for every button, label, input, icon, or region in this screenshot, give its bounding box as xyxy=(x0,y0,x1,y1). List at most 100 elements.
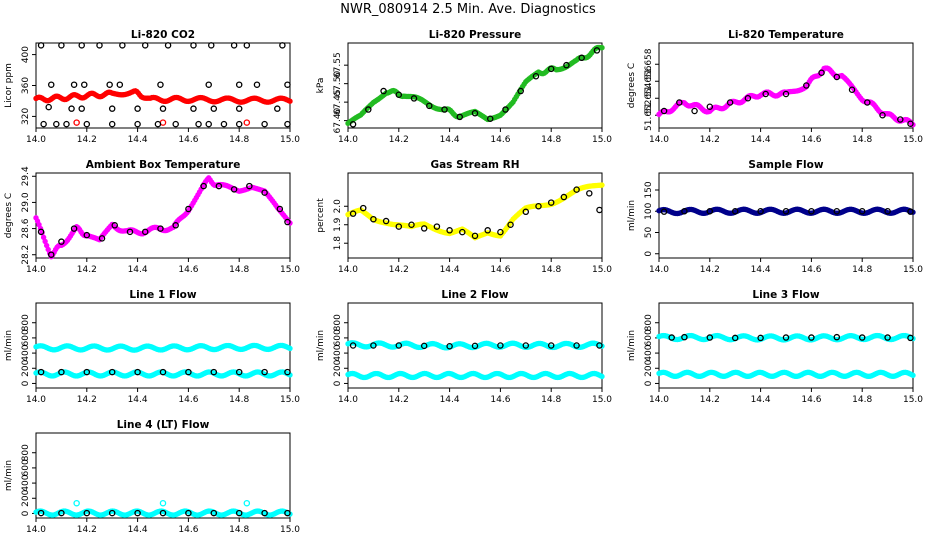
data-point xyxy=(426,102,433,110)
y-axis-label: ml/min xyxy=(316,330,326,361)
data-point xyxy=(58,509,65,517)
data-point xyxy=(230,42,238,49)
chart-title: Ambient Box Temperature xyxy=(86,159,241,171)
data-point xyxy=(560,193,568,201)
data-point xyxy=(395,223,403,230)
data-point xyxy=(660,107,668,115)
data-point xyxy=(726,99,734,106)
data-point xyxy=(210,368,218,376)
data-point xyxy=(205,120,212,128)
data-series xyxy=(33,342,293,353)
data-point xyxy=(261,509,268,517)
data-point xyxy=(83,509,91,517)
y-tick-label: 0 xyxy=(644,251,654,257)
data-point xyxy=(116,81,124,88)
x-tick-label: 14.6 xyxy=(490,135,510,145)
chart-title: Li-820 CO2 xyxy=(131,29,195,41)
y-tick-label: 400 xyxy=(21,46,31,63)
data-point xyxy=(200,182,207,190)
chart-panel: Sample Flow 14.0 14.2 14.4 14.6 14.8 15.0 0 50 10… xyxy=(627,159,923,275)
chart-panel: Line 2 Flow 14.0 14.2 14.4 14.6 14.8 15.0 0 2004… xyxy=(316,289,612,405)
y-axis-label: ml/min xyxy=(4,330,14,361)
chart-panel: Ambient Box Temperature 14.0 14.2 14.4 14.6 1… xyxy=(4,159,300,275)
data-point xyxy=(706,207,714,215)
data-point xyxy=(284,81,291,88)
data-point xyxy=(235,368,243,376)
data-series xyxy=(656,332,916,343)
data-point xyxy=(235,81,243,88)
x-tick-label: 15.0 xyxy=(280,395,300,405)
data-series xyxy=(33,175,293,260)
data-point xyxy=(497,342,504,349)
y-tick-label: 800 xyxy=(21,314,31,331)
y-tick-label: 0 xyxy=(21,380,31,386)
data-point xyxy=(782,334,790,341)
data-point xyxy=(744,95,752,102)
data-point xyxy=(365,106,372,113)
data-point xyxy=(433,223,441,230)
data-series xyxy=(656,369,916,380)
y-axis-label: kPa xyxy=(316,78,326,94)
x-tick-label: 14.8 xyxy=(852,265,872,275)
y-tick-label: 400 xyxy=(333,344,343,361)
y-tick-label: 320 xyxy=(21,108,31,125)
data-point xyxy=(141,228,149,236)
x-tick-label: 15.0 xyxy=(592,265,612,275)
x-tick-label: 14.6 xyxy=(178,265,198,275)
x-tick-label: 14.0 xyxy=(26,525,46,535)
chart-panel: Li-820 Pressure 14.0 14.2 14.4 14.6 14.8 15.0 6… xyxy=(316,29,612,145)
x-tick-label: 14.8 xyxy=(229,135,249,145)
y-tick-label: 0 xyxy=(644,380,654,386)
data-point xyxy=(349,210,357,217)
data-point xyxy=(37,368,45,376)
data-point xyxy=(441,106,448,113)
data-point xyxy=(159,368,167,376)
data-point xyxy=(134,105,141,112)
data-point xyxy=(676,99,683,106)
y-tick-label: 200 xyxy=(21,359,31,376)
x-tick-label: 14.8 xyxy=(541,395,561,405)
x-tick-label: 14.4 xyxy=(751,135,771,145)
data-point xyxy=(190,105,197,112)
data-series xyxy=(668,333,914,342)
data-point xyxy=(593,47,601,54)
x-tick-label: 14.4 xyxy=(128,395,148,405)
y-tick-label: 1.8 xyxy=(333,236,343,251)
chart-title: Li-820 Temperature xyxy=(728,29,844,41)
data-series xyxy=(660,69,914,128)
data-point xyxy=(243,499,251,507)
x-tick-label: 14.2 xyxy=(77,135,97,145)
data-series xyxy=(345,182,605,241)
data-point xyxy=(563,61,570,69)
data-point xyxy=(261,368,268,376)
y-axis-label: ml/min xyxy=(4,460,14,491)
data-point xyxy=(83,120,91,128)
plot-frame xyxy=(35,432,291,519)
y-tick-label: 2.0 xyxy=(333,199,343,214)
y-tick-label: 400 xyxy=(21,344,31,361)
data-point xyxy=(220,120,228,128)
x-tick-label: 15.0 xyxy=(280,525,300,535)
data-series xyxy=(349,342,603,350)
data-point xyxy=(96,42,103,49)
y-tick-label: 360 xyxy=(21,77,31,94)
y-tick-label: 200 xyxy=(644,359,654,376)
data-point xyxy=(907,334,914,342)
x-tick-label: 14.4 xyxy=(440,135,460,145)
data-point xyxy=(134,120,141,128)
data-point xyxy=(108,509,116,517)
data-series xyxy=(33,369,293,379)
data-point xyxy=(370,342,377,349)
data-point xyxy=(502,106,509,113)
x-tick-label: 14.6 xyxy=(490,265,510,275)
x-tick-label: 14.4 xyxy=(751,265,771,275)
plot-frame xyxy=(658,302,914,389)
data-series xyxy=(37,509,291,517)
data-point xyxy=(246,182,253,190)
data-point xyxy=(119,42,126,49)
y-tick-label: 600 xyxy=(21,329,31,346)
data-point xyxy=(573,342,580,349)
data-point xyxy=(858,334,866,341)
data-series xyxy=(33,88,293,105)
